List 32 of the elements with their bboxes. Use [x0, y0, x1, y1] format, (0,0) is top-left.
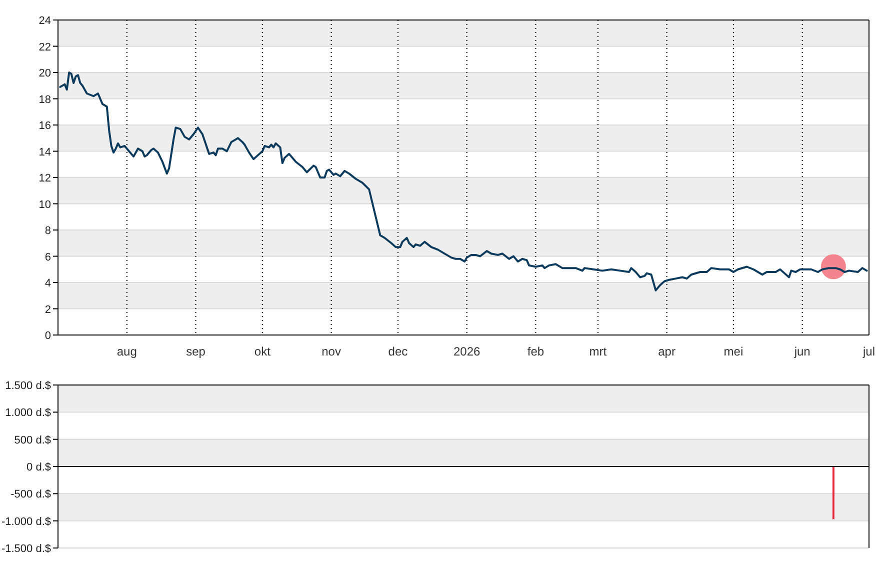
- x-tick-label: apr: [658, 344, 676, 359]
- y-tick-label: 0: [44, 330, 51, 342]
- x-tick-label: dec: [388, 344, 408, 359]
- y-tick-label: 12: [38, 172, 51, 184]
- y-tick-label: 24: [38, 15, 51, 27]
- x-tick-label: mei: [724, 344, 744, 359]
- y-tick-label: 4: [44, 278, 51, 290]
- x-tick-label: nov: [322, 344, 341, 359]
- y-tick-label: 2: [44, 304, 51, 316]
- y-tick-label: 1.500 d.$: [5, 380, 51, 392]
- y-tick-label: 16: [38, 120, 51, 132]
- y-tick-label: 6: [44, 251, 51, 264]
- y-tick-label: 0 d.$: [26, 462, 51, 474]
- x-tick-label: sep: [186, 344, 206, 359]
- y-tick-label: 1.000 d.$: [5, 407, 51, 420]
- y-tick-label: -1.500 d.$: [1, 543, 51, 555]
- y-tick-label: 10: [38, 198, 51, 211]
- x-tick-label: feb: [527, 344, 544, 359]
- y-tick-label: 8: [44, 225, 51, 237]
- y-tick-label: 20: [38, 68, 51, 80]
- x-tick-label: jun: [793, 344, 810, 359]
- y-tick-label: -1.000 d.$: [1, 516, 51, 528]
- x-tick-label: aug: [116, 344, 137, 359]
- y-tick-label: 14: [38, 146, 51, 158]
- y-tick-label: 18: [38, 94, 51, 106]
- y-tick-label: 500 d.$: [14, 434, 51, 446]
- y-tick-label: 22: [38, 41, 51, 54]
- y-tick-label: -500 d.$: [10, 488, 51, 501]
- x-tick-label: okt: [254, 344, 272, 359]
- x-tick-label: jul: [862, 344, 876, 359]
- x-tick-label: 2026: [453, 344, 481, 359]
- x-tick-label: mrt: [589, 344, 608, 359]
